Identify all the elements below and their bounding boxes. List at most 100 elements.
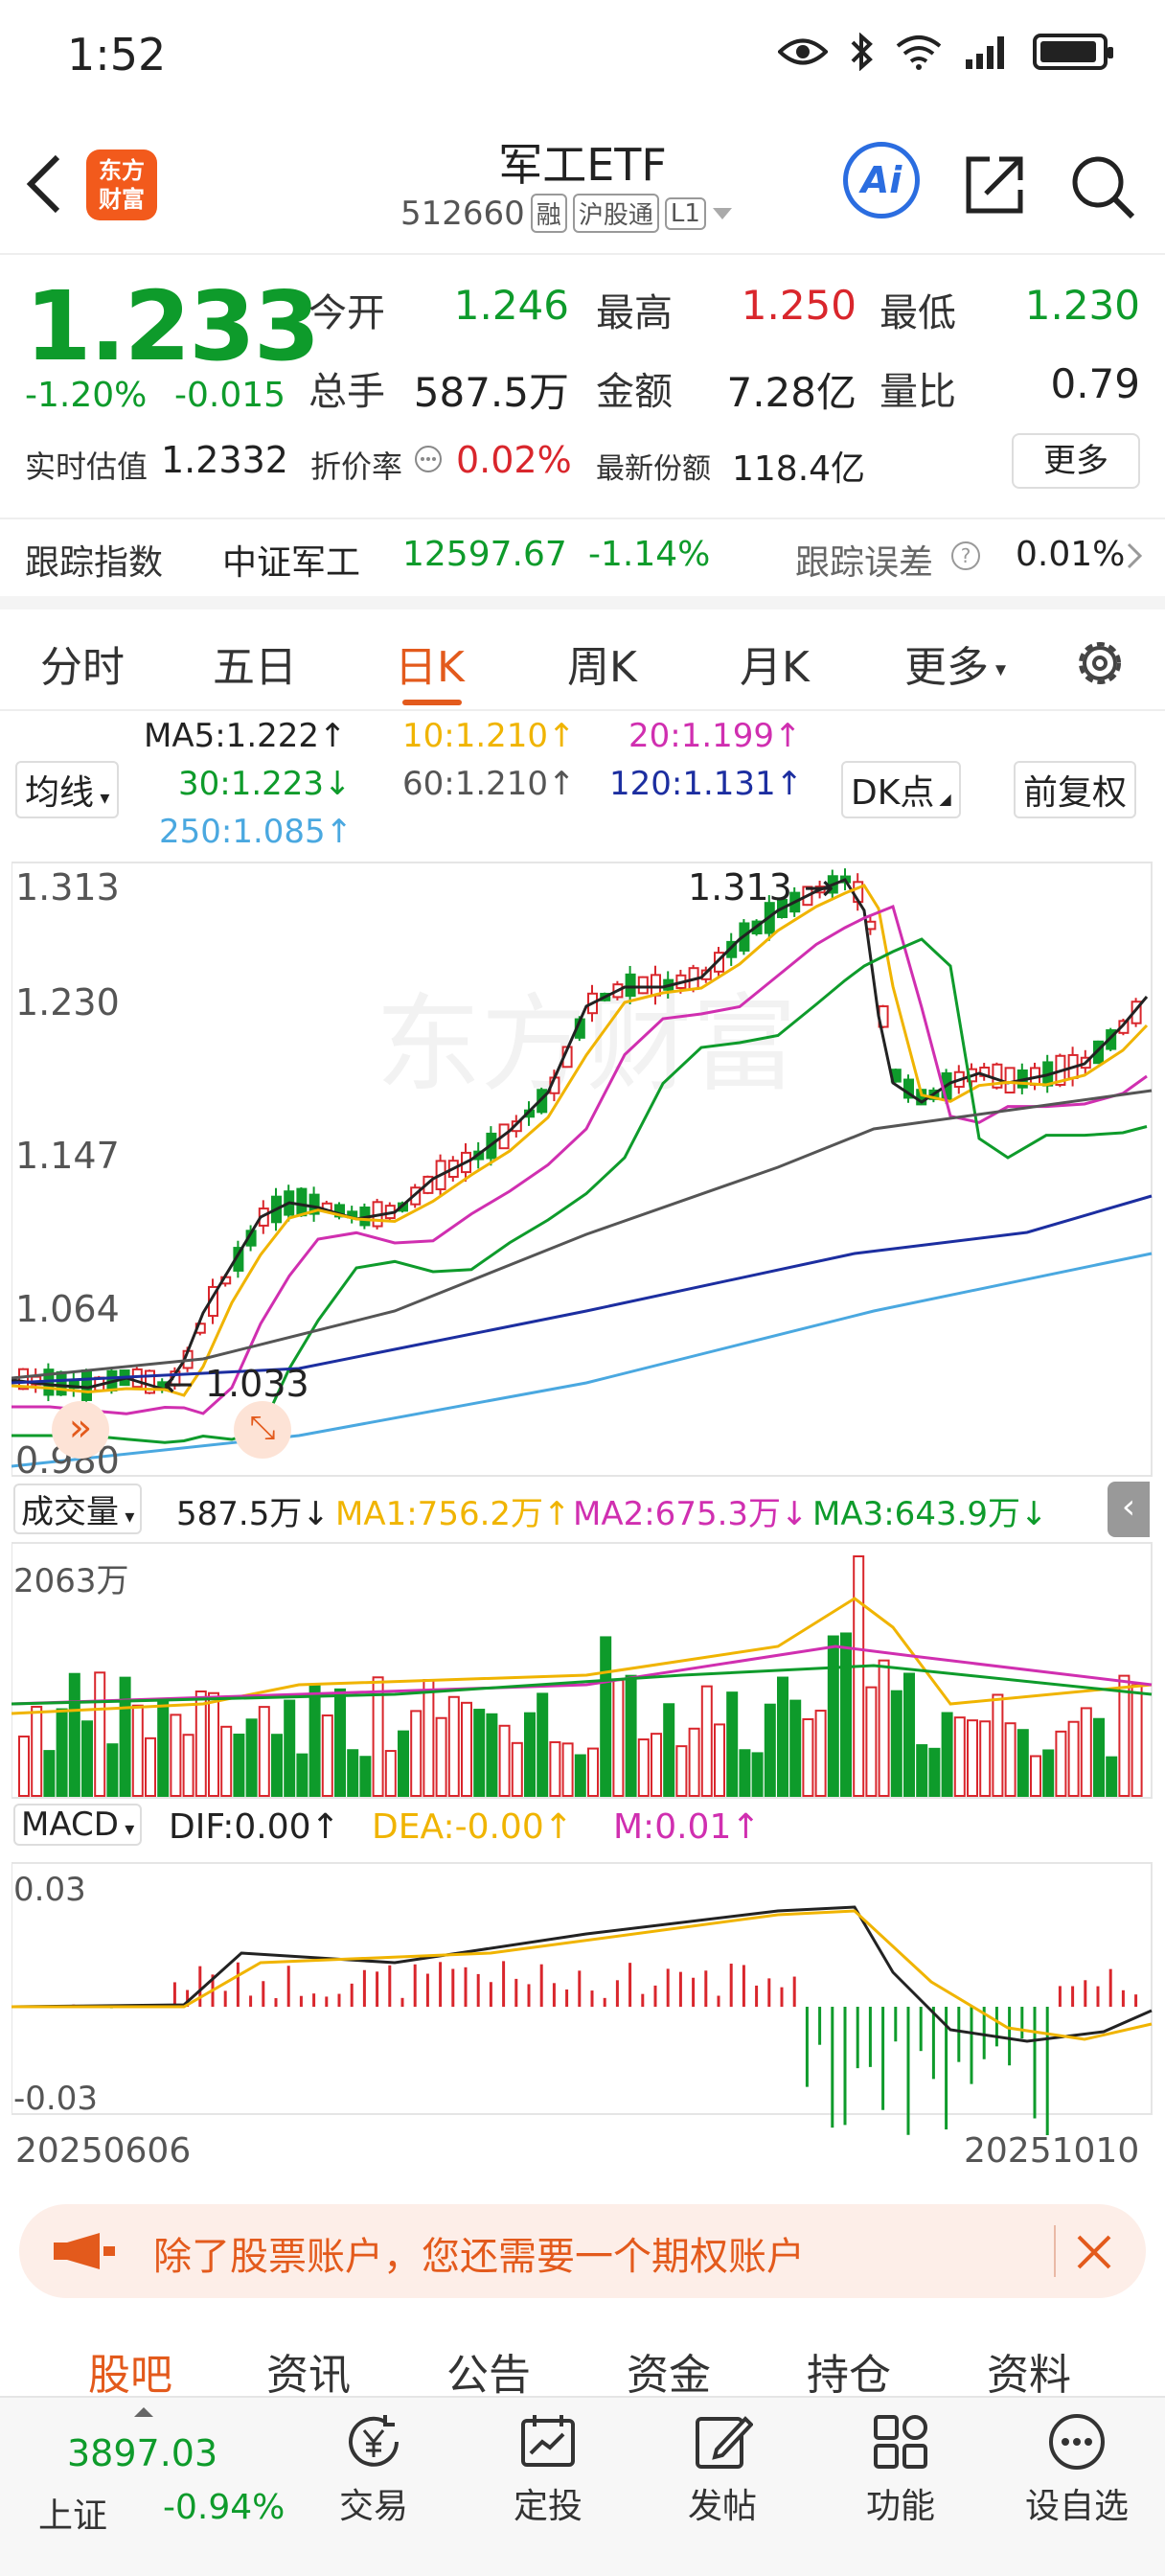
volume-bar [726,1691,739,1797]
nav-functions[interactable]: 功能 [834,2411,968,2528]
index-name: 中证军工 [222,543,361,583]
volume-bar [296,1753,308,1797]
indicator-line [11,1597,1153,1715]
volume-bar [1106,1756,1118,1797]
y-label-2: 1.147 [15,1135,120,1177]
back-icon[interactable] [25,153,63,215]
macd-dif: DIF:0.00↑ [169,1807,340,1847]
y-label-0: 1.313 [15,866,120,908]
market-index-value: 3897.03 [67,2432,218,2474]
volume-bar [194,1690,207,1797]
tab-daily-k[interactable]: 日K [395,643,465,692]
dropdown-triangle-icon[interactable] [712,207,733,220]
nav-trade[interactable]: 交易 [307,2411,441,2528]
search-icon[interactable] [1069,153,1136,220]
volume-bar [574,1754,586,1797]
status-icons [778,33,1113,71]
volume-bar [751,1752,764,1798]
volume-bar [840,1632,852,1797]
volume-bar [524,1712,536,1798]
indicator-line [11,1252,1153,1468]
close-icon[interactable] [1075,2233,1113,2271]
volume-indicator-dropdown[interactable]: 成交量 ▾ [13,1484,143,1534]
volume-bar [663,1703,675,1797]
info-dots-icon[interactable] [414,445,443,473]
kline-chart[interactable]: 东方财富 [11,861,1154,2135]
volume-bar [637,1738,650,1797]
tab-monthly-k[interactable]: 月K [740,643,810,692]
index-value: 12597.67 [402,535,567,574]
volume-bar [764,1703,776,1797]
volume-bar [1080,1707,1092,1798]
nav-trade-label: 交易 [338,2487,408,2526]
tab-five-day[interactable]: 五日 [213,643,297,692]
volume-bar [372,1676,384,1798]
tracking-error-label: 跟踪误差 [795,543,934,583]
min-price-label: 1.033 [204,1363,309,1405]
vol-ratio-label: 量比 [879,370,956,414]
share-icon[interactable] [963,153,1026,217]
fullscreen-icon[interactable]: ⤡ [234,1401,291,1459]
volume-bar [928,1747,941,1797]
tab-forum[interactable]: 股吧 [88,2351,172,2400]
dk-point-button[interactable]: DK点 ◢ [841,761,961,818]
tag-margin: 融 [530,194,567,233]
tab-announcements[interactable]: 公告 [446,2351,531,2400]
tab-intraday[interactable]: 分时 [40,643,125,692]
volume-bar [271,1734,283,1798]
macd-indicator-dropdown[interactable]: MACD ▾ [13,1804,143,1846]
expand-left-icon[interactable]: » [52,1401,109,1459]
nav-invest-plan[interactable]: 定投 [481,2411,615,2528]
candle-body [992,1063,1003,1089]
volume-bar [31,1705,43,1797]
market-index-widget[interactable]: 3897.03 上证 -0.94% [19,2407,287,2536]
nav-add-watchlist[interactable]: 设自选 [1010,2411,1144,2528]
macd-m: M:0.01↑ [613,1807,761,1847]
price-adjust-button[interactable]: 前复权 [1014,761,1137,818]
candle-body [903,1078,914,1099]
volume-bar [106,1743,119,1797]
y-label-1: 1.230 [15,981,120,1024]
tab-weekly-k[interactable]: 周K [567,643,637,692]
tracking-row[interactable]: 跟踪指数 中证军工 12597.67 -1.14% 跟踪误差 ? 0.01% [0,518,1165,592]
more-button[interactable]: 更多 [1012,433,1140,489]
tab-news[interactable]: 资讯 [266,2351,351,2400]
tab-more[interactable]: 更多 ▾ [904,643,1007,692]
settings-gear-icon[interactable] [1071,634,1129,692]
ma-type-dropdown[interactable]: 均线 ▾ [15,761,120,818]
tab-profile[interactable]: 资料 [987,2351,1071,2400]
market-index-name: 上证 [38,2496,108,2536]
collapse-panel-icon[interactable]: ‹ [1108,1482,1150,1537]
volume-ma-lines [11,1597,1153,1715]
volume-current: 587.5万↓ [176,1495,330,1533]
date-start: 20250606 [15,2131,192,2171]
tab-holdings[interactable]: 持仓 [807,2351,891,2400]
premium-label: 折价率 [310,448,403,485]
help-icon[interactable]: ? [950,540,981,571]
volume-bar [561,1742,574,1798]
volume-y-max: 2063万 [13,1562,129,1600]
volume-indicator-label: 成交量 [21,1493,119,1531]
volume-bar [131,1704,144,1798]
status-time: 1:52 [67,29,167,80]
indicator-line [11,937,1148,1444]
nav-post[interactable]: 发帖 [655,2411,789,2528]
candle-body [625,973,636,998]
promo-banner[interactable]: 除了股票账户，您还需要一个期权账户 [19,2204,1146,2298]
tab-fund-flow[interactable]: 资金 [627,2351,711,2400]
volume-bar [170,1714,182,1797]
volume-bar [1093,1717,1105,1797]
open-value: 1.246 [453,282,569,329]
volume-bar [461,1701,472,1797]
volume-bar [827,1635,839,1797]
macd-lines [11,1905,1153,2043]
volume-bar [94,1671,106,1797]
change-amount: -0.015 [174,376,286,415]
ma20-value: 20:1.199↑ [628,717,802,755]
ai-button[interactable]: Ai [843,142,920,218]
app-logo: 东方 财富 [86,150,157,220]
volume-bar [258,1706,270,1798]
market-index-change: -0.94% [163,2488,286,2527]
index-change: -1.14% [588,535,711,574]
volume-bar [537,1692,549,1797]
